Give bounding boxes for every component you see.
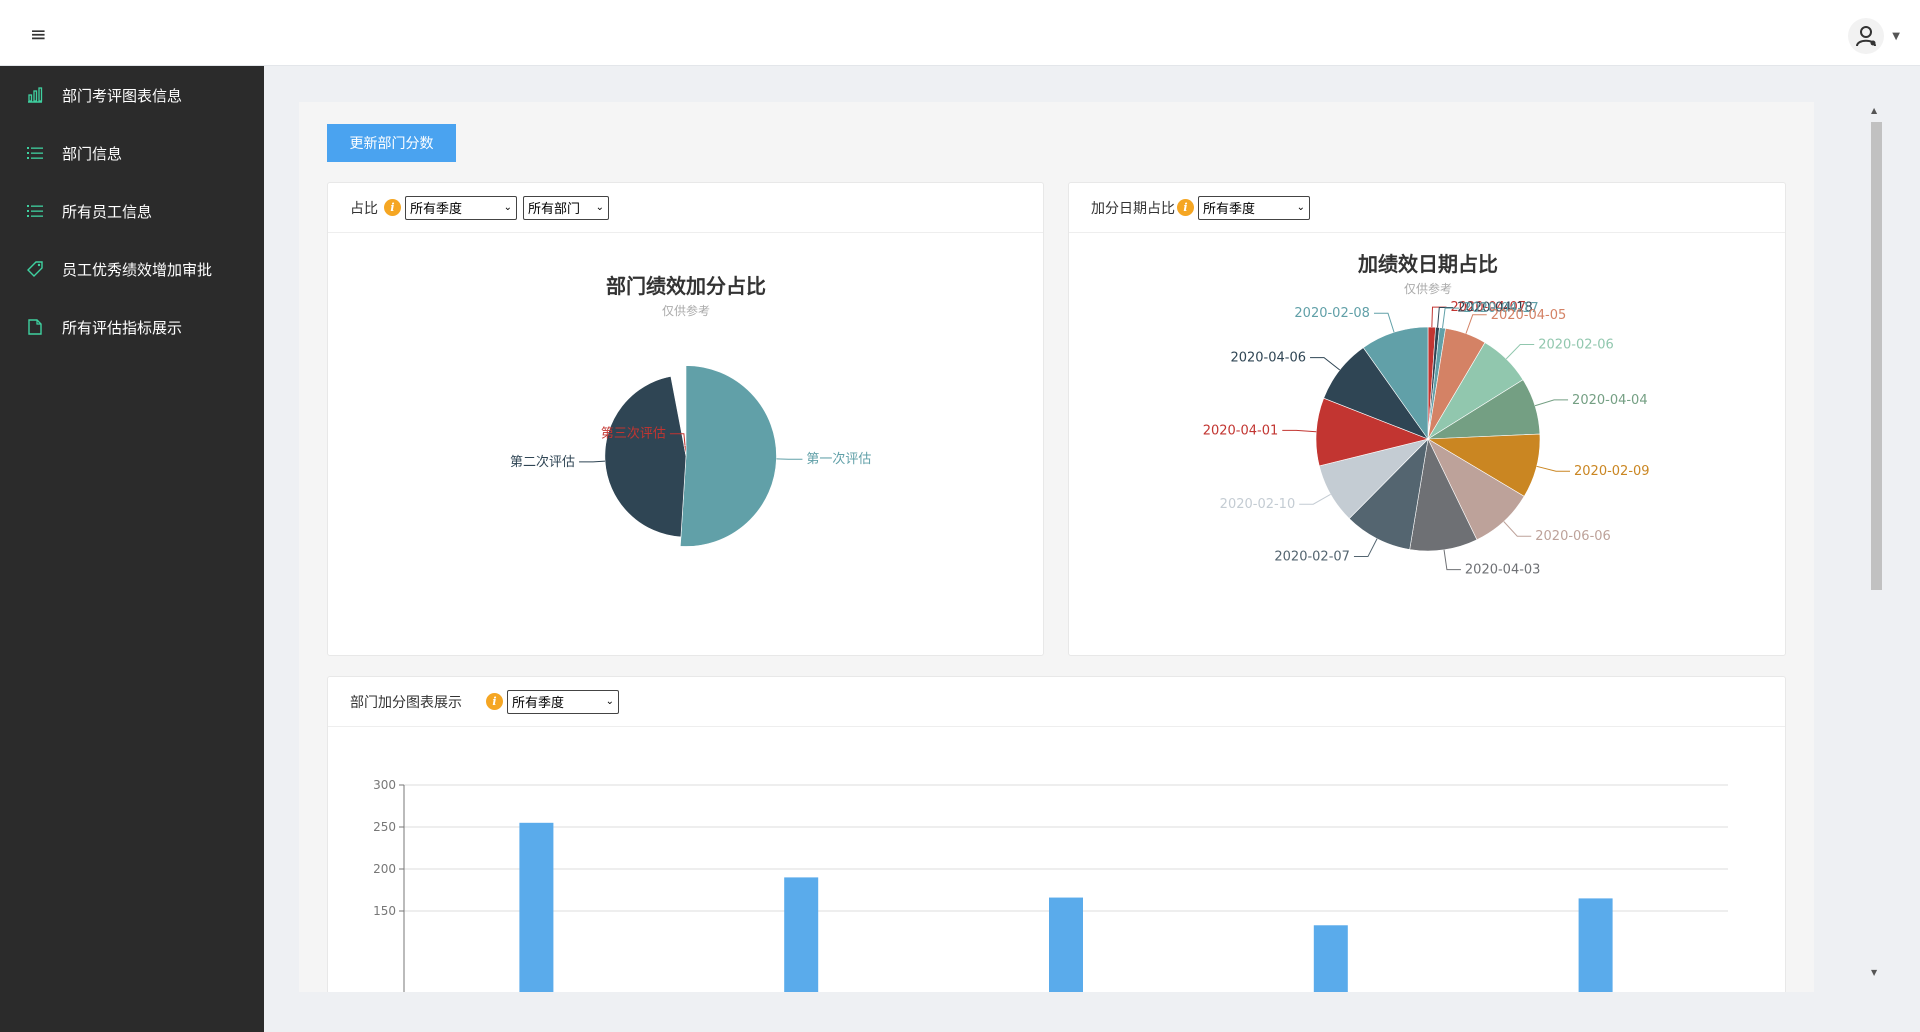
pie-label-line (1299, 493, 1331, 505)
card-title: 部门加分图表展示 (350, 694, 462, 711)
list-icon (26, 144, 44, 162)
dept-ratio-card: 占比 i 所有季度 ⌄ 所有部门 ⌄ 部门绩效加分占比 仅供参考 第一次评估 第二次评… (327, 182, 1044, 656)
card-header: 占比 i 所有季度 ⌄ 所有部门 ⌄ (328, 183, 1043, 233)
sidebar-item-label: 部门考评图表信息 (62, 86, 183, 105)
scrollbar[interactable]: ▲ ▼ (1868, 102, 1882, 984)
pie-label: 2020-06-06 (1535, 529, 1611, 544)
bar[interactable] (519, 822, 554, 992)
scroll-down-icon[interactable]: ▼ (1871, 968, 1878, 977)
user-menu[interactable]: ▼ (1848, 18, 1900, 54)
date-ratio-card: 加分日期占比 i 所有季度 ⌄ 加绩效日期占比 仅供参考 2020-04-07 20… (1068, 182, 1786, 656)
top-bar: ≡ ▼ (0, 0, 1920, 66)
bar[interactable] (1313, 925, 1348, 992)
tag-icon (26, 260, 44, 278)
pie-slice[interactable] (680, 365, 777, 547)
sidebar-item-indicators[interactable]: 所有评估指标展示 (0, 298, 264, 356)
pie-label-line (1443, 549, 1461, 571)
scroll-thumb[interactable] (1871, 122, 1882, 590)
scroll-up-icon[interactable]: ▲ (1871, 106, 1878, 115)
y-tick-label: 150 (373, 904, 396, 918)
card-header: 部门加分图表展示 i 所有季度 ⌄ (328, 677, 1785, 727)
hamburger-icon[interactable]: ≡ (30, 22, 47, 46)
chart-title: 加绩效日期占比 (1357, 252, 1498, 276)
pie-label: 2020-04-03 (1465, 563, 1541, 578)
sidebar-item-approval[interactable]: 员工优秀绩效增加审批 (0, 240, 264, 298)
pie-label: 2020-04-07 (1451, 300, 1527, 315)
pie-label-line (1442, 307, 1460, 329)
quarter-select[interactable]: 所有季度 ⌄ (507, 689, 619, 714)
pie-label: 第一次评估 (806, 451, 871, 467)
chevron-down-icon: ⌄ (1296, 202, 1305, 213)
bar[interactable] (1049, 897, 1083, 992)
y-tick-label: 300 (373, 778, 396, 792)
chevron-down-icon: ⌄ (503, 202, 512, 213)
chevron-down-icon[interactable]: ▼ (1892, 30, 1900, 42)
pie-label-line (1310, 357, 1341, 371)
info-icon[interactable]: i (1177, 199, 1194, 216)
chevron-down-icon: ⌄ (605, 696, 614, 707)
content-panel: 更新部门分数 占比 i 所有季度 ⌄ 所有部门 ⌄ 部门绩效加分占比 仅供参考 第一… (299, 102, 1814, 992)
pie-label-line (1536, 465, 1571, 472)
pie-label: 2020-02-10 (1220, 497, 1296, 512)
pie-label-line (1465, 314, 1487, 334)
sidebar-item-label: 所有员工信息 (62, 202, 153, 221)
dept-ratio-pie-chart: 部门绩效加分占比 仅供参考 第一次评估 第二次评估 第三次评估 (510, 274, 871, 547)
info-icon[interactable]: i (486, 693, 503, 710)
user-avatar-icon[interactable] (1848, 18, 1885, 54)
document-icon (26, 318, 44, 336)
y-tick-label: 250 (373, 820, 396, 834)
card-title: 加分日期占比 (1091, 200, 1175, 217)
sidebar-item-dept-info[interactable]: 部门信息 (0, 124, 264, 182)
pie-label: 2020-04-06 (1230, 351, 1306, 366)
sidebar-item-employees[interactable]: 所有员工信息 (0, 182, 264, 240)
department-select[interactable]: 所有部门 ⌄ (523, 195, 609, 220)
pie-label-line (579, 460, 606, 463)
pie-label: 2020-02-07 (1274, 550, 1350, 565)
pie-label: 2020-02-08 (1294, 306, 1370, 321)
list-icon (26, 202, 44, 220)
card-header: 加分日期占比 i 所有季度 ⌄ (1069, 183, 1785, 233)
pie-label-line (1282, 429, 1317, 433)
pie-label: 2020-04-18 (1457, 300, 1533, 315)
bar[interactable] (784, 877, 819, 992)
date-ratio-pie-chart: 加绩效日期占比 仅供参考 2020-04-072020-04-182020-04… (1203, 252, 1650, 578)
quarter-select[interactable]: 所有季度 ⌄ (1198, 195, 1310, 220)
card-title: 占比 (350, 200, 378, 217)
sidebar-item-label: 部门信息 (62, 144, 123, 163)
dept-bar-chart: 300 250 200 150 (373, 778, 1728, 992)
pie-label: 2020-02-09 (1574, 464, 1650, 479)
bar[interactable] (1578, 898, 1613, 992)
pie-label-line (1437, 306, 1454, 328)
dept-bar-card: 部门加分图表展示 i 所有季度 ⌄ 300 250 200 150 (327, 676, 1786, 992)
pie-label-line (1373, 312, 1395, 333)
pie-label: 2020-04-05 (1491, 308, 1567, 323)
pie-label: 2020-04-17 (1463, 301, 1539, 316)
info-icon[interactable]: i (384, 199, 401, 216)
pie-label: 2020-04-01 (1203, 423, 1279, 438)
pie-label-line (669, 433, 686, 446)
sidebar-item-label: 所有评估指标展示 (62, 318, 183, 337)
quarter-select[interactable]: 所有季度 ⌄ (405, 195, 517, 220)
pie-label-line (1505, 344, 1535, 360)
chart-title: 部门绩效加分占比 (606, 274, 766, 298)
pie-label: 2020-02-06 (1538, 338, 1614, 353)
sidebar-item-label: 员工优秀绩效增加审批 (62, 260, 213, 279)
bar-chart-icon (26, 86, 44, 104)
sidebar-item-dept-chart[interactable]: 部门考评图表信息 (0, 66, 264, 124)
pie-label: 2020-04-04 (1572, 393, 1648, 408)
pie-label-line (1534, 399, 1569, 407)
chart-subtitle: 仅供参考 (1404, 281, 1452, 296)
update-dept-score-button[interactable]: 更新部门分数 (327, 124, 456, 162)
pie-label-line (1503, 521, 1532, 537)
pie-slice[interactable] (604, 375, 687, 538)
pie-label-line (1353, 538, 1378, 558)
chevron-down-icon: ⌄ (595, 202, 604, 213)
main-area: 更新部门分数 占比 i 所有季度 ⌄ 所有部门 ⌄ 部门绩效加分占比 仅供参考 第一… (264, 66, 1920, 1032)
pie-label: 第三次评估 (601, 426, 666, 442)
y-tick-label: 200 (373, 862, 396, 876)
pie-label: 第二次评估 (510, 454, 575, 470)
chart-subtitle: 仅供参考 (662, 303, 710, 318)
sidebar: 部门考评图表信息 部门信息 所有员工信息 员工优秀绩效增加审批 所有评估指标展示 (0, 66, 264, 1032)
